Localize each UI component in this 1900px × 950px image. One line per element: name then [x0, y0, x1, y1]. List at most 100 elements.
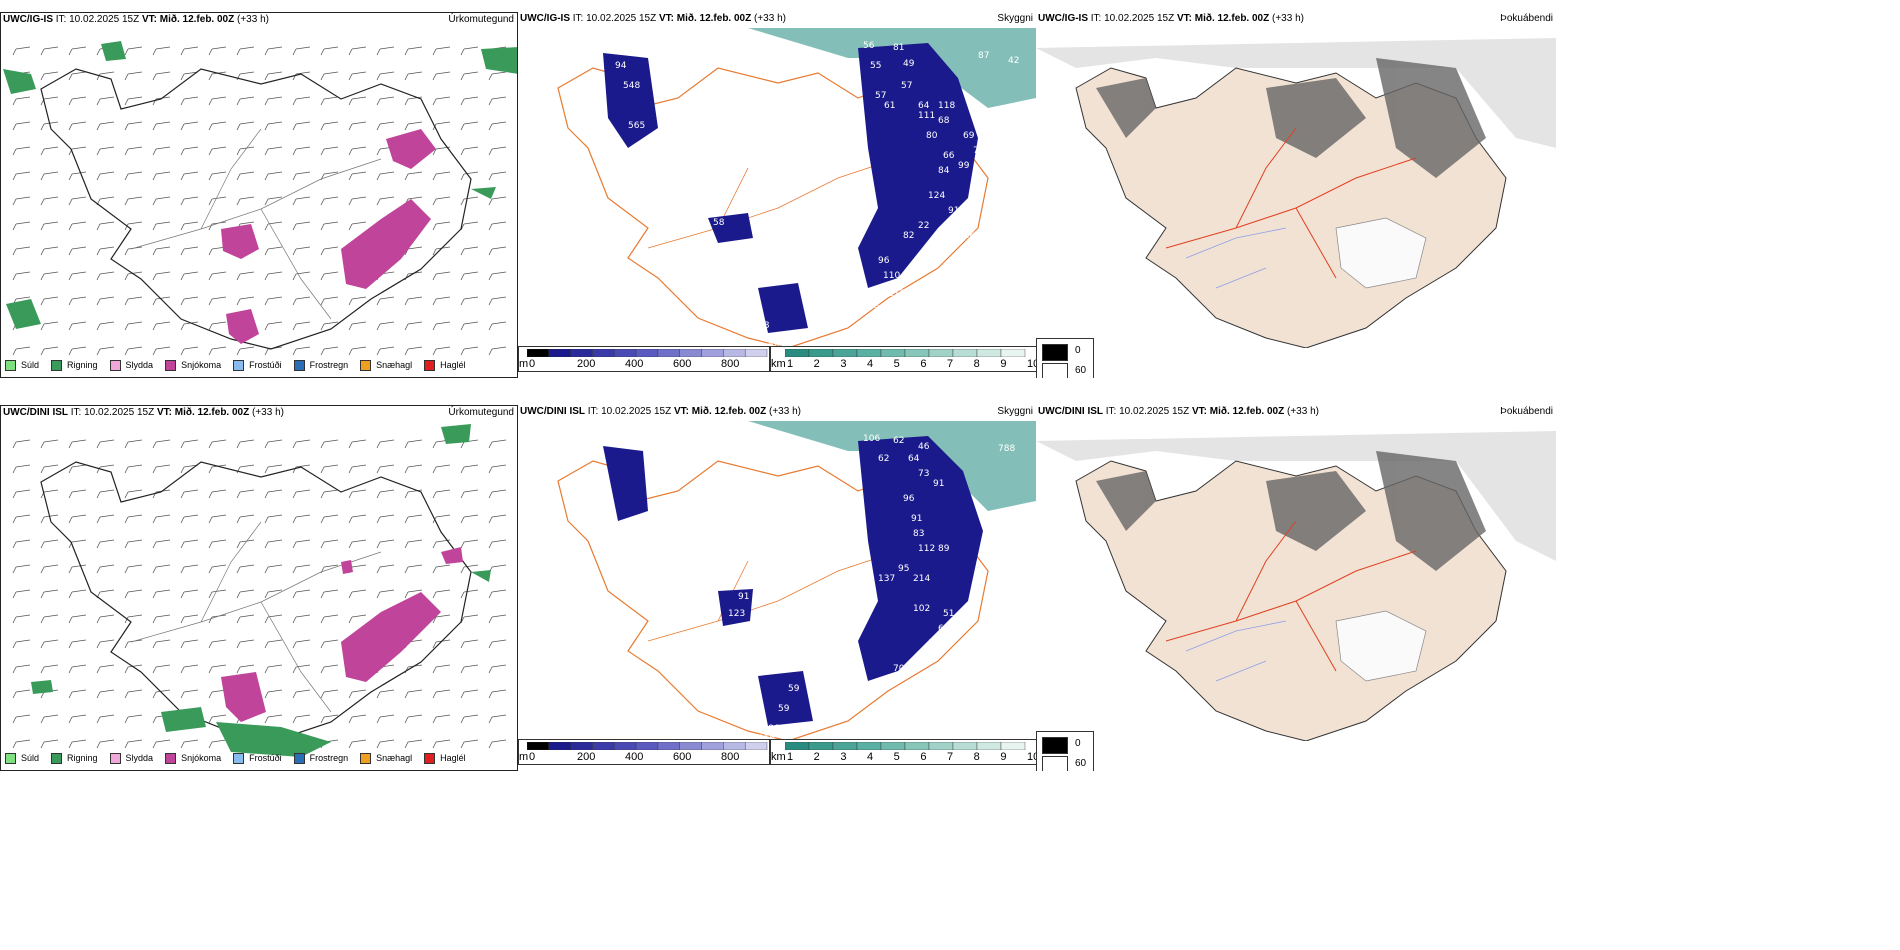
wind-barb	[404, 564, 423, 574]
wind-barb	[12, 714, 31, 724]
wind-barb	[68, 96, 87, 106]
legend-item: Frostúði	[233, 750, 282, 766]
snow-depth-label: 126	[958, 231, 975, 241]
wind-barb	[292, 171, 311, 181]
colorbar-unit: m	[519, 358, 529, 370]
wind-barb	[320, 489, 339, 499]
wind-barb	[292, 464, 311, 474]
wind-barb	[124, 146, 143, 156]
wind-barb	[348, 489, 367, 499]
wind-barb	[152, 296, 171, 306]
wind-barb	[236, 71, 255, 81]
colorbar-tick: 7	[947, 358, 954, 370]
wind-barb	[68, 171, 87, 181]
wind-barb	[264, 221, 283, 231]
wind-barb	[348, 96, 367, 106]
wind-barb	[96, 221, 115, 231]
snow-depth-label: 53	[928, 639, 939, 649]
wind-barb	[236, 121, 255, 131]
wind-barb	[236, 489, 255, 499]
wind-barb	[432, 664, 451, 674]
wind-barb	[12, 246, 31, 256]
wind-barb	[292, 46, 311, 56]
wind-barb	[264, 321, 283, 331]
colorbar-segment	[928, 349, 954, 357]
legend-swatch	[109, 360, 121, 372]
colorbar-segment	[548, 742, 571, 750]
colorbar-segment	[832, 349, 858, 357]
wind-barb	[96, 96, 115, 106]
wind-barb	[236, 346, 255, 356]
wind-barb	[96, 714, 115, 724]
colorbar-segment	[614, 349, 637, 357]
wind-barb	[376, 589, 395, 599]
snow-depth-label: 79	[808, 684, 820, 694]
wind-barb	[208, 171, 227, 181]
colorbar-segment	[976, 742, 1002, 750]
snow-depth-label: 56	[863, 41, 875, 51]
wind-barb	[264, 589, 283, 599]
wind-barb	[96, 539, 115, 549]
wind-barb	[348, 121, 367, 131]
wind-barb	[180, 121, 199, 131]
wind-barb	[320, 614, 339, 624]
snow-depth-label: 110	[883, 271, 900, 281]
wind-barb	[432, 564, 451, 574]
snow-depth-label: 91	[933, 479, 944, 489]
wind-barb	[40, 271, 59, 281]
wind-barb	[488, 564, 507, 574]
wind-barb	[152, 46, 171, 56]
wind-barb	[460, 514, 479, 524]
snow-depth-label: 73	[918, 469, 929, 479]
colorbar-segment	[785, 349, 810, 357]
wind-barb	[376, 346, 395, 356]
wind-barb	[152, 664, 171, 674]
wind-barb	[460, 639, 479, 649]
wind-barb	[124, 121, 143, 131]
wind-barb	[264, 614, 283, 624]
wind-barb	[68, 714, 87, 724]
wind-barb	[488, 171, 507, 181]
legend-swatch	[109, 753, 121, 765]
panel-title: Úrkomutegund	[448, 14, 514, 25]
wind-barb	[236, 46, 255, 56]
wind-barb	[180, 664, 199, 674]
wind-barb	[124, 489, 143, 499]
wind-barb	[152, 564, 171, 574]
colorbar-segment	[635, 349, 659, 357]
wind-barb	[264, 689, 283, 699]
wind-barb	[96, 296, 115, 306]
wind-barb	[124, 714, 143, 724]
wind-barb	[292, 96, 311, 106]
fog-panel-1: UWC/IG-IS IT: 10.02.2025 15Z VT: Mið. 12…	[1036, 12, 1556, 378]
wind-barb	[236, 614, 255, 624]
legend-item: Haglél	[424, 357, 466, 373]
wind-barb	[96, 739, 115, 749]
snow-depth-label: 73	[868, 301, 879, 311]
snow-depth-label: 112	[888, 289, 905, 299]
precip-legend: Súld Rigning Slydda Snjókoma Frostúði Frostre…	[5, 750, 478, 766]
wind-barb	[292, 271, 311, 281]
colorbar-tick: 8	[973, 358, 980, 370]
legend-item: Snæhagl	[360, 750, 412, 766]
wind-barb	[40, 564, 59, 574]
wind-barb	[488, 539, 507, 549]
snow-depth-label: 106	[863, 434, 880, 444]
wind-barb	[96, 464, 115, 474]
snow-depth-label: 124	[928, 191, 945, 201]
wind-barb	[376, 489, 395, 499]
wind-barb	[208, 739, 227, 749]
snow-depth-label: 61	[884, 101, 895, 111]
wind-barb	[124, 196, 143, 206]
colorbar-unit: km	[771, 751, 786, 763]
snow-depth-label: 91	[948, 206, 959, 216]
colorbar-tick: 5	[893, 358, 900, 370]
wind-barb	[264, 71, 283, 81]
wind-barb	[292, 321, 311, 331]
wind-barb	[40, 539, 59, 549]
legend-item: Slydda	[109, 750, 153, 766]
wind-barb	[488, 739, 507, 749]
wind-barb	[124, 689, 143, 699]
wind-barb	[292, 614, 311, 624]
colorbar-segment	[570, 349, 593, 357]
